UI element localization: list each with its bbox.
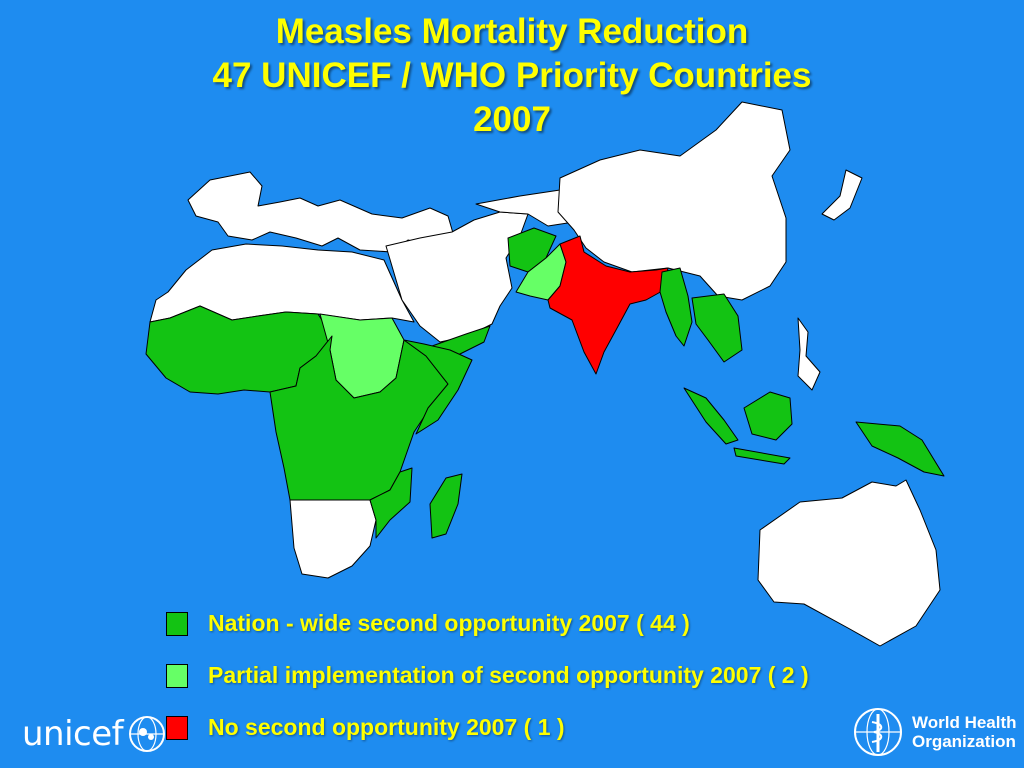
country-papua-new-guinea	[855, 421, 945, 477]
unicef-emblem-icon	[129, 716, 166, 752]
title-line-3: 2007	[473, 100, 551, 139]
legend-label: Partial implementation of second opportu…	[208, 662, 809, 688]
country-madagascar	[429, 473, 463, 539]
philippines-landmass	[797, 317, 821, 391]
title-line-2: 47 UNICEF / WHO Priority Countries	[212, 56, 812, 95]
legend-swatch-red	[166, 716, 188, 740]
who-name-line-1: World Health	[912, 713, 1017, 732]
legend-label: Nation - wide second opportunity 2007 ( …	[208, 610, 690, 636]
country-india	[547, 235, 669, 375]
legend-swatch-green	[166, 612, 188, 636]
who-logo: World Health Organization	[852, 704, 1017, 760]
country-mozambique	[369, 467, 413, 539]
country-ethiopia-somalia	[403, 339, 473, 435]
middle-east-landmass	[385, 211, 529, 343]
title-line-1: Measles Mortality Reduction	[275, 12, 749, 51]
legend-label: No second opportunity 2007 ( 1 )	[208, 714, 565, 740]
who-emblem-icon	[854, 708, 902, 756]
unicef-logo: unicef	[22, 712, 167, 756]
country-myanmar	[659, 267, 693, 347]
australia-landmass	[757, 479, 941, 647]
japan-landmass	[821, 169, 863, 221]
country-indonesia-sumatra	[683, 387, 739, 445]
country-indonesia-borneo	[743, 391, 793, 441]
slide-title: Measles Mortality Reduction 47 UNICEF / …	[0, 10, 1024, 142]
who-name-line-2: Organization	[912, 732, 1016, 751]
who-wordmark: World Health Organization	[912, 713, 1017, 751]
country-laos-vietnam-cambodia	[691, 293, 743, 363]
unicef-wordmark: unicef	[22, 714, 124, 754]
country-indonesia-java	[733, 447, 791, 465]
southern-africa-landmass	[289, 499, 377, 579]
china-landmass	[557, 101, 791, 301]
legend-swatch-light-green	[166, 664, 188, 688]
